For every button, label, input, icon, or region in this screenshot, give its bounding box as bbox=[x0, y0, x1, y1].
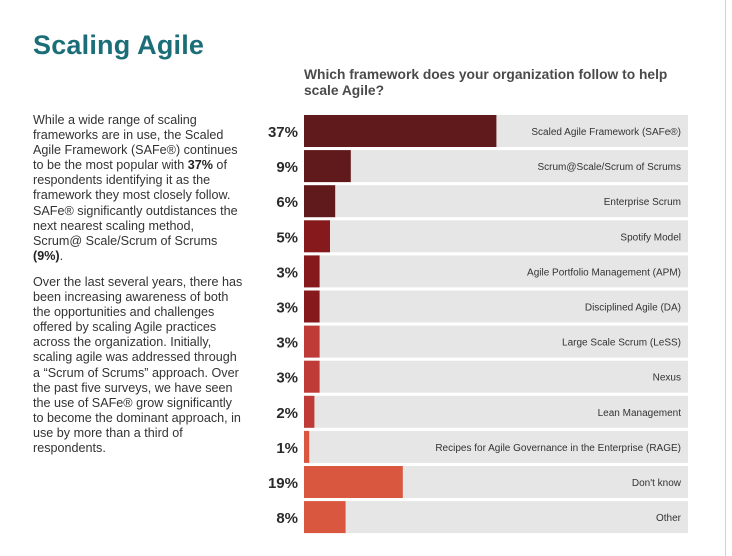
body-paragraph-1-part-a: While a wide range of scaling frameworks… bbox=[33, 113, 238, 173]
percent-label: 37% bbox=[268, 124, 298, 141]
bar bbox=[304, 185, 336, 218]
category-label: Other bbox=[656, 513, 682, 524]
bar-track bbox=[304, 150, 688, 183]
bar-track bbox=[304, 290, 688, 323]
body-paragraph-1-part-c: of respondents identifying it as the fra… bbox=[33, 158, 238, 248]
category-label: Nexus bbox=[653, 373, 681, 384]
bar bbox=[304, 501, 346, 534]
body-highlight-37: 37% bbox=[187, 158, 213, 173]
bar-track bbox=[304, 255, 688, 288]
body-paragraph-1-part-e: . bbox=[59, 248, 64, 263]
category-label: Disciplined Agile (DA) bbox=[585, 303, 681, 314]
category-label: Agile Portfolio Management (APM) bbox=[527, 267, 681, 278]
percent-label: 1% bbox=[276, 440, 298, 457]
chart-title: Which framework does your organization f… bbox=[304, 67, 668, 98]
bar bbox=[304, 395, 315, 428]
bar bbox=[304, 430, 310, 463]
percent-label: 3% bbox=[276, 370, 298, 387]
category-label: Recipes for Agile Governance in the Ente… bbox=[435, 443, 681, 454]
bar bbox=[304, 220, 330, 253]
bar bbox=[304, 325, 320, 358]
bar-track bbox=[304, 185, 688, 218]
bar-track bbox=[304, 395, 688, 428]
body-text: While a wide range of scaling frameworks… bbox=[33, 113, 243, 467]
percent-label: 2% bbox=[276, 405, 298, 422]
body-paragraph-2: Over the last several years, there has b… bbox=[33, 274, 243, 455]
percent-label: 5% bbox=[276, 229, 298, 246]
category-label: Don't know bbox=[632, 478, 682, 489]
percent-label: 3% bbox=[276, 264, 298, 281]
bar-track bbox=[304, 501, 688, 534]
category-label: Large Scale Scrum (LeSS) bbox=[562, 338, 681, 349]
percent-label: 3% bbox=[276, 300, 298, 317]
bar-track bbox=[304, 220, 688, 253]
bar bbox=[304, 360, 320, 393]
percent-label: 3% bbox=[276, 335, 298, 352]
category-label: Lean Management bbox=[598, 408, 682, 419]
category-label: Enterprise Scrum bbox=[604, 197, 681, 208]
percent-label: 9% bbox=[276, 159, 298, 176]
percent-label: 19% bbox=[268, 475, 298, 492]
bar-track bbox=[304, 325, 688, 358]
category-label: Scaled Agile Framework (SAFe®) bbox=[531, 127, 681, 138]
bar-track bbox=[304, 430, 688, 463]
percent-label: 6% bbox=[276, 194, 298, 211]
body-paragraph-1: While a wide range of scaling frameworks… bbox=[33, 113, 243, 264]
body-highlight-9: (9%) bbox=[33, 248, 60, 263]
category-label: Scrum@Scale/Scrum of Scrums bbox=[537, 162, 681, 173]
bar bbox=[304, 115, 497, 147]
bar bbox=[304, 150, 351, 183]
bar bbox=[304, 466, 403, 498]
bar-track bbox=[304, 360, 688, 393]
bar bbox=[304, 255, 320, 288]
bar bbox=[304, 290, 320, 323]
page-title: Scaling Agile bbox=[33, 30, 205, 60]
category-label: Spotify Model bbox=[620, 232, 681, 243]
percent-label: 8% bbox=[276, 510, 298, 527]
